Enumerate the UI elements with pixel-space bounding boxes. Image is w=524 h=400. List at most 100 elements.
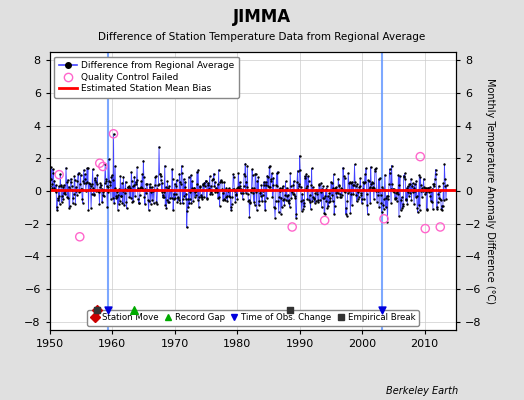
Point [440, 196, 448, 203]
Point [213, 181, 222, 188]
Point [180, 193, 188, 199]
Point [410, 181, 419, 187]
Point [271, 214, 279, 221]
Point [386, 170, 394, 176]
Point [147, 189, 156, 196]
Point [415, 172, 423, 178]
Point [432, 204, 441, 210]
Point [79, 178, 88, 184]
Point [366, 164, 375, 170]
Point [49, 170, 58, 176]
Point [170, 196, 178, 202]
Point [126, 187, 134, 193]
Point [245, 214, 254, 220]
Point [127, 169, 136, 175]
Point [177, 180, 185, 187]
Point [290, 191, 299, 198]
Point [133, 164, 141, 170]
Point [337, 185, 346, 192]
Point [394, 191, 402, 197]
Point [382, 194, 390, 201]
Point [231, 199, 239, 205]
Point [78, 196, 86, 202]
Point [166, 195, 174, 201]
Point [365, 186, 373, 192]
Point [116, 198, 124, 204]
Point [255, 202, 263, 208]
Point [401, 176, 409, 182]
Point [393, 189, 401, 196]
Point [243, 184, 251, 190]
Point [234, 170, 243, 176]
Point [413, 205, 421, 211]
Point [141, 186, 150, 192]
Point [92, 187, 100, 194]
Point [136, 192, 144, 198]
Point [161, 184, 170, 190]
Point [403, 183, 412, 190]
Point [286, 170, 294, 176]
Point [358, 196, 367, 202]
Point [114, 206, 122, 213]
Point [299, 197, 307, 203]
Point [178, 170, 186, 176]
Point [298, 208, 306, 214]
Point [315, 181, 324, 187]
Point [237, 187, 246, 194]
Point [300, 203, 309, 209]
Point [254, 174, 263, 180]
Point [339, 186, 347, 192]
Point [321, 211, 329, 218]
Point [418, 194, 426, 200]
Point [56, 201, 64, 207]
Point [97, 185, 106, 192]
Point [97, 182, 105, 188]
Point [99, 189, 107, 195]
Point [383, 192, 391, 199]
Point [138, 185, 146, 192]
Point [69, 195, 78, 202]
Point [151, 174, 159, 181]
Point [325, 190, 334, 196]
Point [198, 194, 206, 200]
Point [277, 194, 286, 201]
Point [200, 194, 208, 200]
Point [67, 179, 75, 186]
Point [293, 167, 302, 174]
Point [272, 182, 280, 189]
Point [133, 177, 141, 184]
Point [310, 195, 318, 201]
Point [159, 194, 168, 201]
Point [76, 180, 84, 187]
Point [221, 187, 229, 194]
Point [297, 184, 305, 190]
Point [187, 200, 195, 206]
Point [298, 190, 307, 197]
Point [151, 182, 159, 188]
Point [306, 198, 314, 205]
Point [181, 178, 189, 185]
Point [130, 182, 138, 188]
Point [433, 206, 441, 212]
Point [294, 186, 302, 192]
Point [167, 187, 175, 194]
Point [276, 185, 284, 192]
Point [303, 183, 311, 189]
Point [258, 192, 267, 198]
Point [197, 192, 205, 198]
Point [253, 178, 261, 184]
Point [402, 196, 410, 202]
Point [176, 179, 184, 186]
Point [427, 188, 435, 194]
Point [99, 192, 107, 198]
Point [64, 195, 72, 201]
Point [89, 184, 97, 191]
Point [410, 201, 418, 207]
Point [209, 176, 217, 182]
Point [47, 164, 56, 171]
Point [202, 194, 211, 201]
Point [188, 185, 196, 192]
Point [436, 196, 444, 202]
Point [442, 196, 450, 202]
Point [332, 189, 340, 196]
